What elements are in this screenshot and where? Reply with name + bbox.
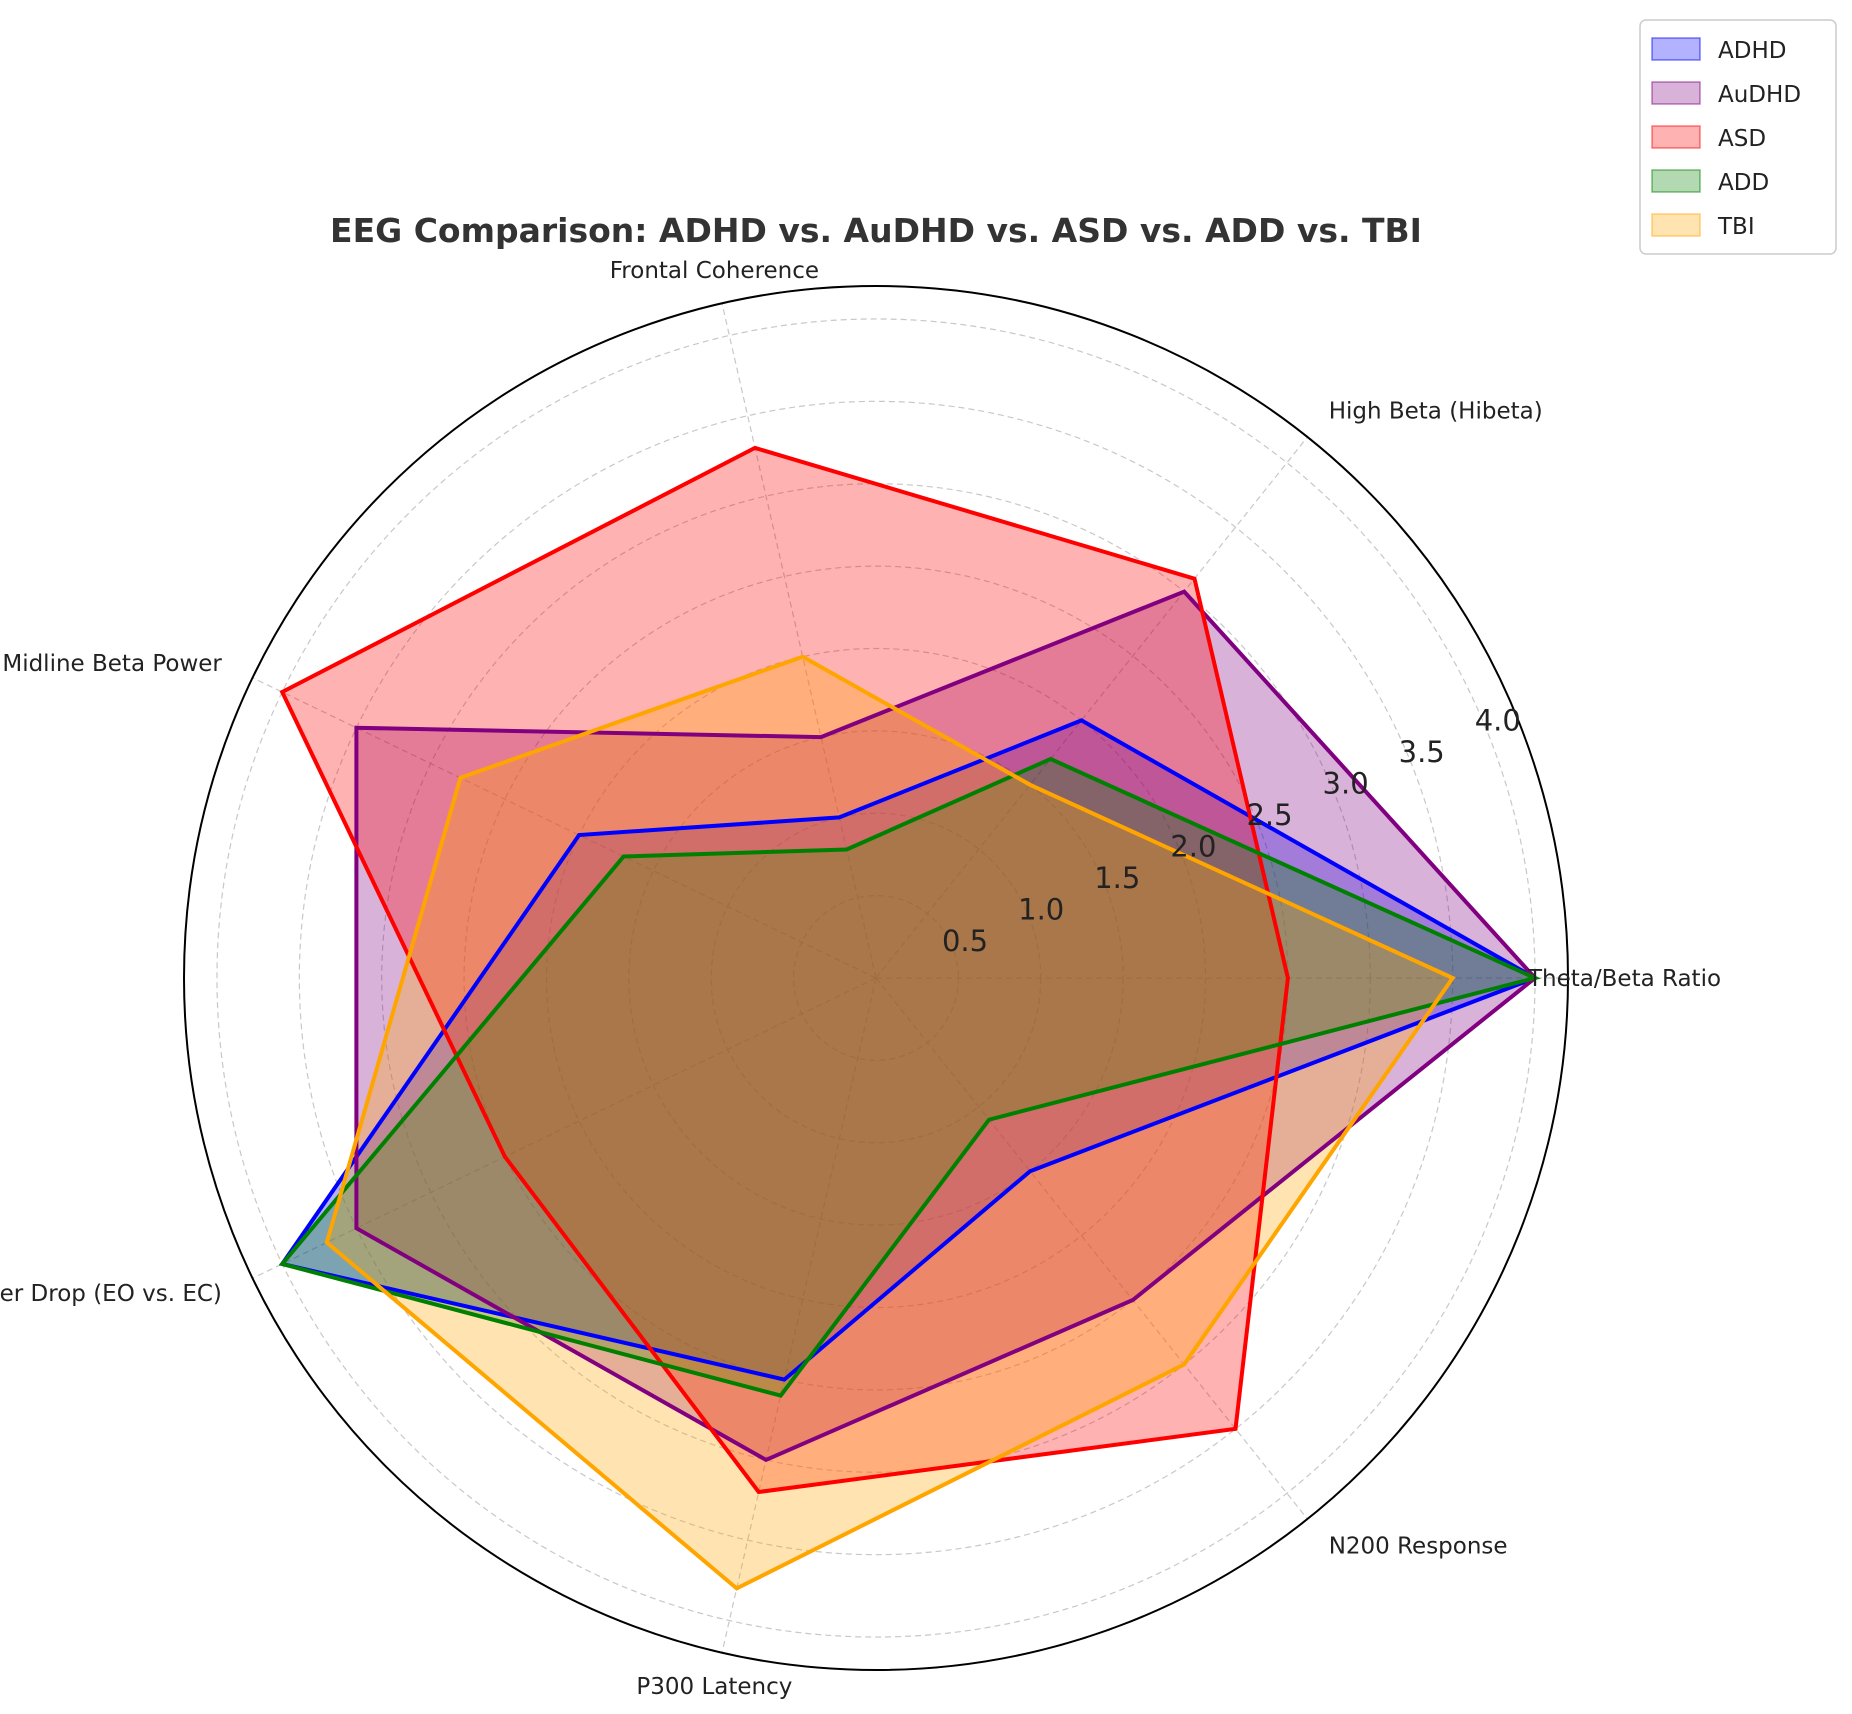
spoke-p300-latency xyxy=(721,977,877,1653)
tick-label-7: 3.5 xyxy=(1399,735,1445,769)
legend-label-tbi: TBI xyxy=(1717,214,1755,240)
legend-label-asd: ASD xyxy=(1718,126,1766,152)
tick-label-2: 1.0 xyxy=(1018,893,1064,927)
series-line-adhd xyxy=(278,718,1540,1382)
axis-labels: Theta/Beta Ratio High Beta (Hibeta) Fronta… xyxy=(0,258,1721,1700)
series-fill-adhd xyxy=(282,720,1536,1380)
grid-circle-3 xyxy=(628,730,1124,1226)
spoke-midline-beta-power xyxy=(252,677,877,979)
axis-label-p300-latency: P300 Latency xyxy=(636,1674,792,1700)
legend-label-adhd: ADHD xyxy=(1718,38,1786,64)
tick-label-4: 2.0 xyxy=(1170,830,1216,864)
axis-label-high-beta-hibeta: High Beta (Hibeta) xyxy=(1329,398,1543,424)
tick-label-8: 4.0 xyxy=(1475,703,1521,737)
spoke-frontal-coherence xyxy=(721,303,877,979)
spoke-high-beta-hibeta xyxy=(875,436,1308,979)
series-fill-asd xyxy=(282,447,1288,1492)
grid-circle-4 xyxy=(545,647,1207,1309)
legend-swatch-tbi xyxy=(1651,213,1701,237)
legend-swatch-add xyxy=(1651,169,1701,193)
series-fill-tbi xyxy=(326,656,1453,1589)
series-line-tbi xyxy=(324,654,1456,1591)
tick-label-6: 3.0 xyxy=(1323,767,1369,801)
legend: ADHD AuDHD ASD ADD TBI xyxy=(1639,19,1837,255)
tick-label-3: 1.5 xyxy=(1094,861,1140,895)
tick-label-1: 0.5 xyxy=(942,924,988,958)
axis-label-theta-beta-ratio: Theta/Beta Ratio xyxy=(1527,966,1721,992)
series-line-audhd xyxy=(354,589,1538,1463)
series-layer xyxy=(278,445,1541,1591)
legend-swatch-adhd xyxy=(1651,37,1701,61)
legend-swatch-asd xyxy=(1651,125,1701,149)
chart-title: EEG Comparison: ADHD vs. AuDHD vs. ASD v… xyxy=(330,211,1422,250)
series-line-add xyxy=(278,756,1541,1398)
radial-tick-labels: 0.5 1.0 1.5 2.0 2.5 3.0 3.5 4.0 xyxy=(942,703,1521,958)
series-line-asd xyxy=(279,445,1290,1495)
legend-label-audhd: AuDHD xyxy=(1718,82,1801,108)
axis-label-alpha-power-drop-eo-vs-ec: Alpha Power Drop (EO vs. EC) xyxy=(0,1281,222,1307)
outer-ring xyxy=(183,285,1569,1671)
spoke-n200-response xyxy=(875,977,1308,1520)
axis-label-midline-beta-power: Midline Beta Power xyxy=(2,651,222,677)
tick-label-5: 2.5 xyxy=(1246,798,1292,832)
axis-label-frontal-coherence: Frontal Coherence xyxy=(610,258,819,284)
legend-label-add: ADD xyxy=(1718,170,1769,196)
legend-frame xyxy=(1639,19,1837,255)
spoke-alpha-power-drop-eo-vs-ec xyxy=(252,977,877,1279)
legend-swatch-audhd xyxy=(1651,81,1701,105)
axis-label-n200-response: N200 Response xyxy=(1329,1534,1508,1560)
series-fill-add xyxy=(282,759,1536,1396)
